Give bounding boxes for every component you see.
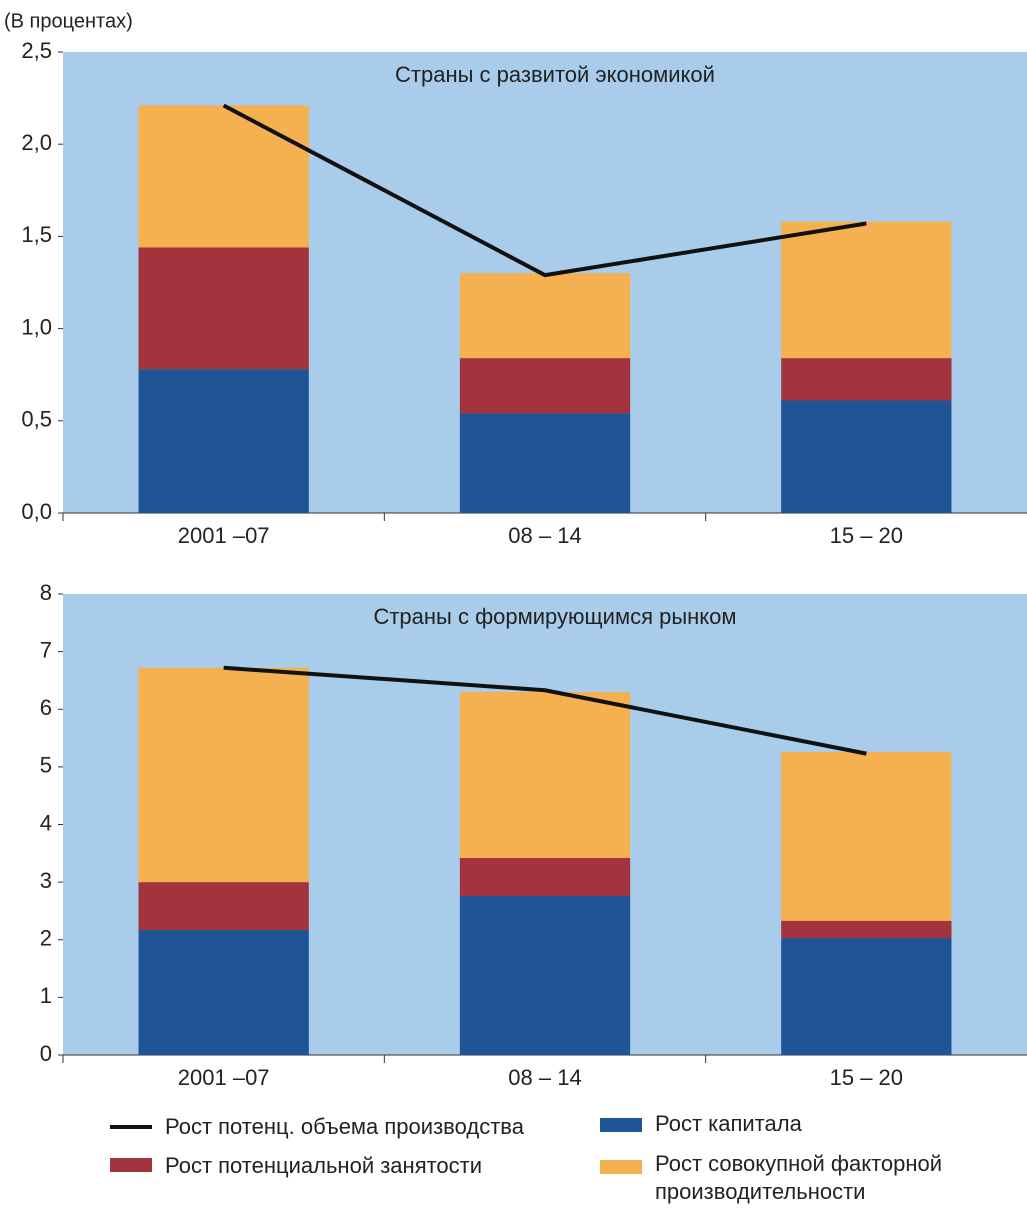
legend-swatch [600,1160,642,1174]
x-tick-label: 15 – 20 [830,1065,903,1090]
y-tick-label: 6 [40,695,52,720]
bar-segment [781,221,952,359]
bar-segment [781,400,952,513]
bar-segment [138,667,309,883]
chart-title: Страны с развитой экономикой [395,62,715,87]
bar-segment [781,938,952,1055]
bar-segment [459,413,631,513]
bar-segment [138,882,309,930]
line [223,665,867,756]
legend-label: Рост потенц. объема производства [165,1114,524,1139]
bar-segment [138,929,309,1055]
charts: (В процентах) Страны с развитой экономик… [4,10,1027,1090]
legend-swatch [110,1158,152,1172]
y-tick-label: 1,5 [21,222,52,247]
legend-swatch [110,1125,152,1129]
line [222,103,867,278]
y-tick-label: 1,0 [21,314,52,339]
legend-label: Рост совокупной факторной производительн… [655,1151,943,1204]
x-tick-label: 08 – 14 [508,523,581,548]
y-tick-label: 8 [40,580,52,605]
y-tick-label: 7 [40,637,52,662]
bar-segment [459,857,631,896]
bar-segment [138,105,309,248]
y-tick-label: 0,0 [21,499,52,524]
y-tick-label: 0,5 [21,407,52,432]
y-tick-label: 2 [40,926,52,951]
x-tick-label: 15 – 20 [830,523,903,548]
y-tick-label: 2,5 [21,38,52,63]
y-tick-label: 1 [40,983,52,1008]
x-tick-label: 08 – 14 [508,1065,581,1090]
y-tick-label: 0 [40,1041,52,1066]
legend-label: Рост потенциальной занятости [165,1153,483,1178]
y-tick-label: 2,0 [21,130,52,155]
y-tick-label: 3 [40,868,52,893]
bar-segment [138,369,309,513]
bar-segment [459,358,631,414]
chart-title: Страны с формирующимся рынком [373,604,736,629]
bar-segment [781,920,952,939]
x-tick-label: 2001 –07 [178,1065,270,1090]
x-tick-label: 2001 –07 [178,523,270,548]
y-label: (В процентах) [4,10,133,32]
bar-segment [138,247,309,370]
bar-segment [459,273,631,359]
legend-swatch [600,1118,642,1132]
bar-segment [781,751,952,921]
bar-segment [781,358,952,401]
bar-segment [459,691,631,858]
bar-segment [459,895,631,1055]
y-tick-label: 5 [40,753,52,778]
legend-label: Рост капитала [655,1111,802,1136]
y-tick-label: 4 [40,810,52,835]
